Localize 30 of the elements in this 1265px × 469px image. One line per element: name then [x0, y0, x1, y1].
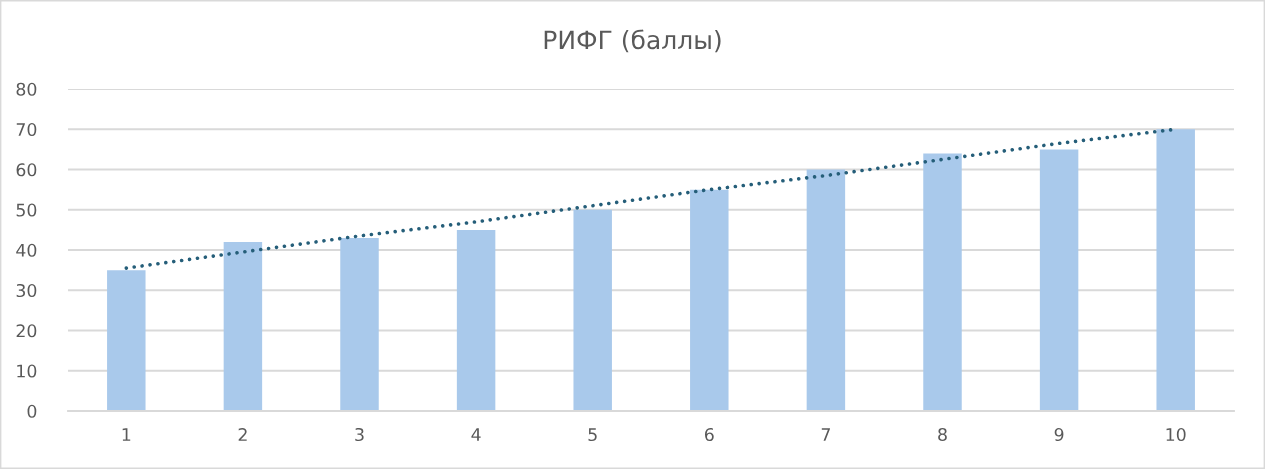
- chart-title: РИФГ (баллы): [544, 29, 721, 53]
- y-tick-label: 60: [16, 163, 37, 177]
- y-tick-label: 40: [16, 243, 37, 257]
- y-tick-label: 30: [16, 283, 37, 298]
- x-tick-label: 1: [122, 428, 131, 441]
- x-tick-label: 2: [238, 427, 247, 441]
- x-tick-label: 5: [588, 428, 597, 442]
- y-tick-label: 70: [16, 122, 37, 137]
- bar: [690, 189, 729, 411]
- x-tick-label: 3: [355, 427, 364, 442]
- bar: [223, 241, 263, 411]
- bar: [1156, 129, 1195, 411]
- x-tick-label: 6: [704, 427, 714, 442]
- bar: [573, 209, 612, 411]
- y-tick-label: 80: [16, 82, 37, 96]
- bar: [806, 169, 846, 411]
- x-tick-label: 8: [938, 427, 947, 442]
- bar: [340, 237, 379, 411]
- bar: [923, 153, 962, 411]
- y-tick-label: 10: [17, 364, 37, 378]
- y-tick-label: 50: [16, 203, 37, 217]
- x-tick-label: 7: [821, 428, 830, 441]
- y-tick-label: 0: [27, 404, 37, 418]
- x-tick-label: 9: [1054, 427, 1064, 442]
- y-tick-label: 20: [16, 324, 37, 338]
- x-tick-label: 10: [1166, 427, 1186, 442]
- x-tick-label: 4: [471, 428, 481, 441]
- bar: [1039, 149, 1079, 411]
- bar: [456, 229, 496, 411]
- bar: [107, 270, 146, 411]
